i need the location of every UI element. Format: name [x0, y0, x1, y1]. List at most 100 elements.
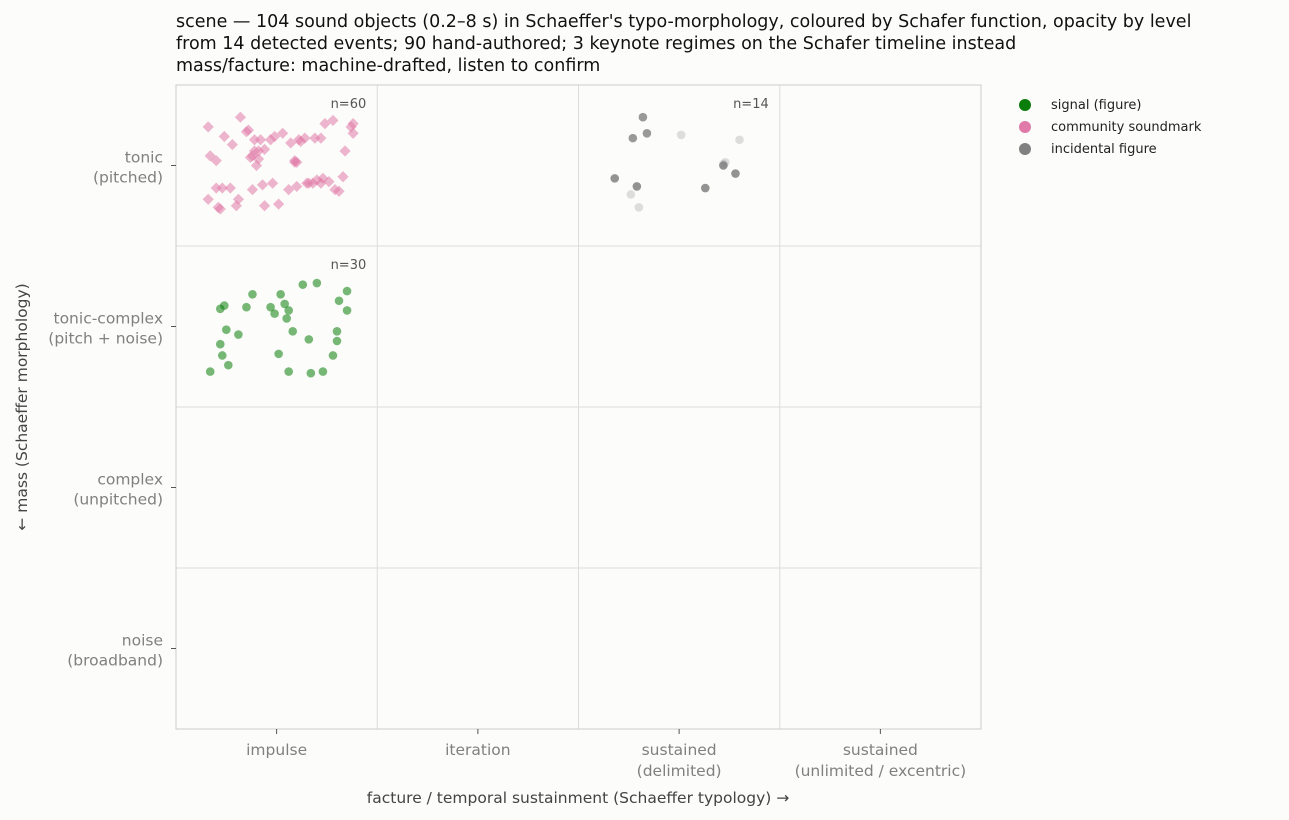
data-point-circle	[224, 360, 233, 370]
legend-label-signal: signal (figure)	[1051, 97, 1142, 113]
data-point-diamond	[226, 138, 238, 151]
data-point-diamond	[258, 143, 271, 155]
plot-frame	[175, 84, 982, 730]
legend-label-community-soundmark: community soundmark	[1051, 119, 1202, 135]
data-point-circle	[220, 301, 229, 310]
data-point-circle	[610, 174, 620, 183]
axis-ticks: impulse iteration sustained (delimited) sust…	[48, 97, 966, 780]
y-tick-label-line2: (pitched)	[93, 169, 163, 187]
data-point-circle	[735, 135, 744, 145]
data-point-circle	[642, 129, 652, 138]
data-point-diamond	[210, 182, 222, 194]
y-tick-label: tonic-complex	[54, 310, 164, 328]
x-tick-label: impulse	[246, 741, 307, 759]
data-point-circle	[276, 290, 285, 299]
chart-grid	[176, 85, 981, 729]
data-point-circle	[342, 286, 352, 296]
data-point-diamond	[319, 118, 331, 130]
legend: signal (figure) community soundmark inci…	[1018, 94, 1201, 160]
data-point-circle	[312, 278, 322, 288]
data-point-circle	[234, 330, 243, 339]
data-point-circle	[342, 306, 352, 315]
data-point-circle	[332, 336, 342, 346]
data-point-diamond	[309, 132, 321, 144]
legend-swatch-incidental-figure	[1019, 143, 1031, 155]
data-point-circle	[328, 351, 338, 360]
data-point-diamond	[283, 184, 295, 196]
data-point-diamond	[291, 156, 303, 168]
data-point-circle	[215, 339, 225, 349]
data-point-diamond	[232, 193, 244, 205]
legend-swatch-signal	[1019, 99, 1031, 111]
data-point-circle	[731, 169, 740, 178]
data-point-diamond	[347, 127, 359, 139]
cell-count-label: n=30	[331, 258, 367, 273]
data-point-diamond	[347, 118, 359, 130]
chart-title: scene — 104 sound objects (0.2–8 s) in S…	[176, 11, 1191, 77]
data-point-circle	[306, 368, 316, 378]
data-point-diamond	[258, 200, 271, 212]
data-point-diamond	[317, 172, 329, 184]
x-tick-label: iteration	[445, 741, 510, 759]
x-tick-label-line2: (delimited)	[637, 762, 722, 780]
data-point-diamond	[214, 203, 226, 215]
data-point-circle	[304, 335, 314, 344]
x-axis-label: facture / temporal sustainment (Schaeffe…	[367, 789, 789, 807]
data-point-diamond	[285, 137, 297, 149]
data-point-circle	[280, 299, 289, 309]
chart-points	[202, 111, 744, 378]
data-point-circle	[284, 306, 294, 315]
data-point-circle	[638, 112, 648, 122]
y-tick-label: complex	[97, 471, 163, 489]
data-point-circle	[719, 159, 728, 169]
data-point-diamond	[327, 114, 339, 127]
y-tick-label: tonic	[125, 149, 163, 167]
y-tick-label: noise	[122, 632, 163, 650]
x-tick-label: sustained	[843, 741, 918, 759]
data-point-circle	[721, 157, 730, 167]
data-point-diamond	[269, 130, 281, 143]
data-point-diamond	[242, 124, 255, 136]
data-point-circle	[332, 327, 342, 336]
plot-border	[175, 84, 982, 730]
data-point-circle	[632, 182, 642, 191]
data-point-circle	[248, 290, 257, 299]
legend-label-incidental-figure: incidental figure	[1051, 141, 1157, 157]
data-point-diamond	[307, 177, 319, 189]
data-point-diamond	[248, 134, 261, 146]
data-point-diamond	[295, 135, 307, 147]
data-point-circle	[628, 133, 638, 143]
data-point-diamond	[291, 180, 303, 193]
data-point-circle	[288, 327, 298, 336]
y-tick-label-line2: (broadband)	[67, 652, 163, 670]
data-point-diamond	[254, 134, 267, 146]
data-point-circle	[205, 367, 215, 376]
data-point-diamond	[256, 179, 269, 191]
data-point-circle	[334, 296, 344, 306]
data-point-circle	[284, 367, 294, 376]
data-point-circle	[700, 183, 710, 193]
data-point-diamond	[264, 134, 277, 146]
data-point-diamond	[218, 130, 230, 143]
x-tick-label: sustained	[642, 741, 717, 759]
data-point-circle	[318, 367, 328, 376]
data-point-diamond	[267, 177, 279, 189]
data-point-diamond	[202, 121, 214, 133]
title-line-3: mass/facture: machine-drafted, listen to…	[176, 56, 601, 76]
legend-item-community-soundmark: community soundmark	[1018, 116, 1201, 138]
data-point-circle	[266, 302, 275, 312]
data-point-circle	[626, 190, 636, 199]
y-axis-label: ← mass (Schaeffer morphology)	[13, 283, 31, 530]
x-tick-label-line2: (unlimited / excentric)	[795, 762, 967, 780]
legend-item-signal: signal (figure)	[1018, 94, 1201, 116]
data-point-diamond	[224, 182, 236, 194]
data-point-diamond	[202, 193, 214, 205]
data-point-circle	[217, 351, 227, 360]
data-point-diamond	[339, 145, 351, 157]
data-point-circle	[676, 130, 686, 140]
data-point-diamond	[210, 155, 222, 167]
y-tick-label-line2: (unpitched)	[73, 491, 163, 509]
data-point-diamond	[234, 111, 246, 123]
data-point-circle	[242, 302, 251, 312]
